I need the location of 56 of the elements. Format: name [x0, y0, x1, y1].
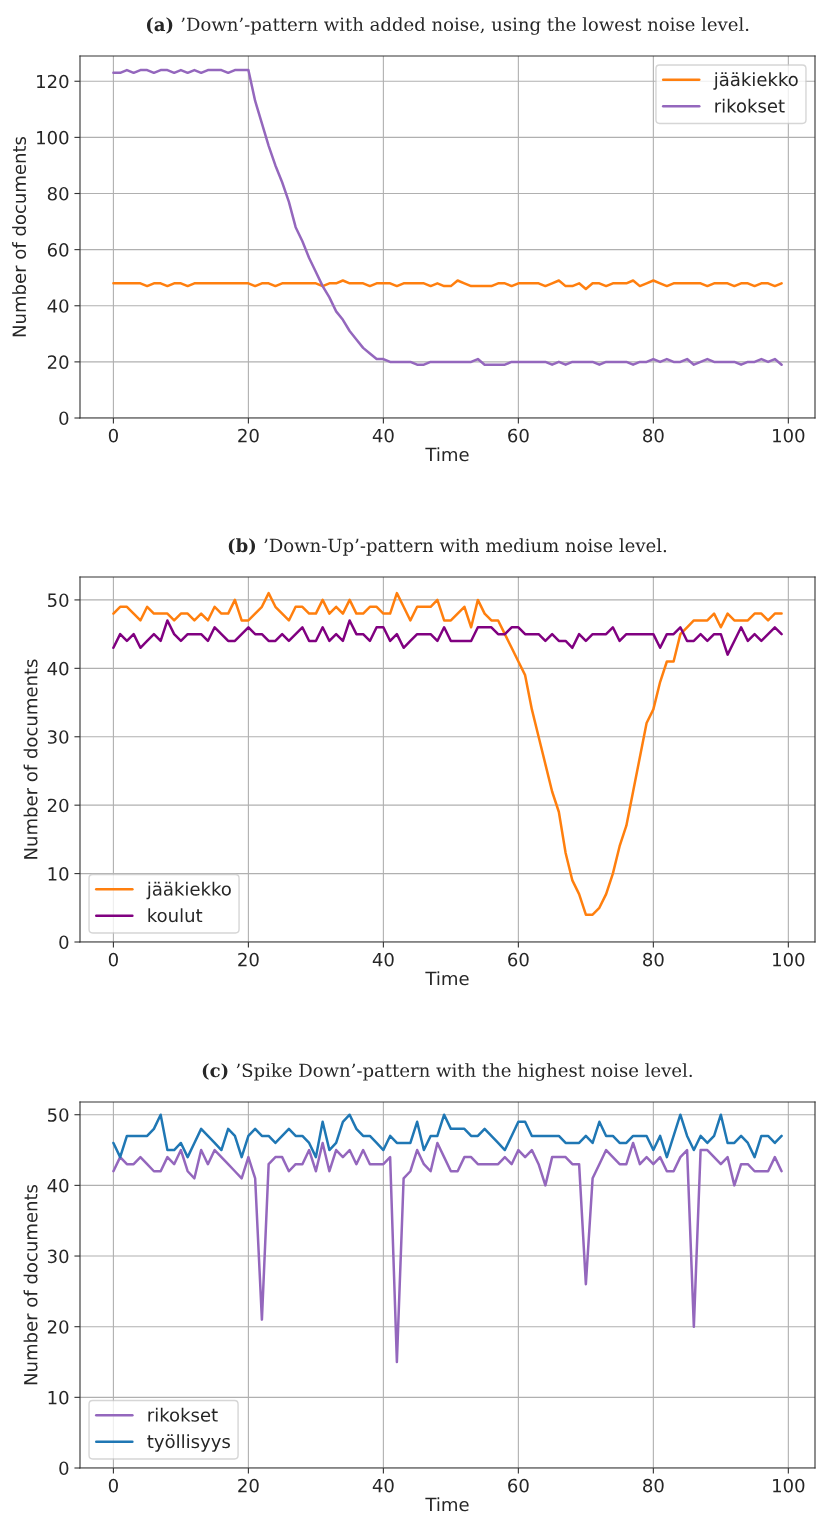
legend-label: koulut: [148, 908, 203, 923]
x-tick-label: 40: [372, 428, 394, 443]
y-tick-label: 0: [59, 935, 69, 950]
x-tick-label: 60: [508, 1478, 529, 1493]
y-tick-label: 100: [37, 130, 69, 145]
x-tick-label: 60: [508, 952, 529, 967]
y-tick-label: 120: [37, 74, 69, 89]
y-tick-label: 60: [47, 243, 69, 257]
y-tick-label: 20: [47, 798, 69, 813]
y-tick-label: 0: [59, 411, 69, 426]
y-axis-title: Number of documents: [12, 136, 27, 337]
x-tick-label: 100: [773, 428, 805, 443]
y-tick-label: 20: [47, 1320, 69, 1334]
line-series: [112, 619, 783, 656]
legend-label: rikokset: [148, 1407, 218, 1422]
line-series: [112, 279, 783, 291]
x-tick-label: 80: [643, 952, 664, 967]
chart-title: (b) ’Down-Up’-pattern with medium noise level.: [228, 538, 667, 556]
legend-label: rikokset: [715, 98, 785, 113]
x-tick-label: 40: [372, 1478, 394, 1493]
legend-label: jääkiekko: [146, 881, 231, 900]
y-tick-label: 10: [48, 1390, 69, 1405]
y-tick-label: 30: [47, 1249, 69, 1264]
y-axis-title: Number of documents: [23, 1184, 38, 1385]
chart-title: (a) ’Down’-pattern with added noise, using the lowest noise level.: [146, 17, 749, 35]
y-tick-label: 80: [47, 186, 69, 201]
y-tick-label: 50: [48, 1108, 69, 1122]
y-tick-label: 0: [59, 1461, 69, 1476]
line-series: [112, 1141, 783, 1364]
x-tick-label: 20: [238, 1478, 259, 1493]
legend-label: työllisyys: [147, 1434, 230, 1452]
y-tick-label: 10: [48, 867, 69, 881]
x-tick-label: 60: [508, 428, 529, 443]
x-tick-label: 40: [372, 952, 394, 967]
x-tick-label: 20: [238, 428, 259, 443]
x-axis-title: Time: [425, 447, 469, 462]
x-axis-title: Time: [425, 1497, 469, 1512]
x-axis-title: Time: [425, 971, 469, 986]
y-axis-title: Number of documents: [23, 659, 38, 859]
y-tick-label: 40: [47, 1178, 69, 1193]
x-tick-label: 0: [108, 1478, 118, 1493]
x-tick-label: 0: [108, 952, 118, 967]
x-tick-label: 20: [238, 952, 259, 967]
x-tick-label: 100: [773, 952, 805, 967]
y-tick-label: 50: [48, 593, 69, 608]
line-series: [112, 1113, 783, 1159]
chart-title: (c) ’Spike Down’-pattern with the highest noise level.: [202, 1063, 692, 1081]
x-tick-label: 80: [643, 1478, 664, 1493]
x-tick-label: 80: [643, 428, 664, 443]
y-tick-label: 40: [47, 661, 69, 676]
y-tick-label: 30: [47, 730, 69, 744]
y-tick-label: 40: [47, 299, 69, 313]
x-tick-label: 0: [108, 428, 118, 443]
y-tick-label: 20: [47, 355, 69, 369]
x-tick-label: 100: [773, 1478, 805, 1493]
legend-label: jääkiekko: [713, 72, 798, 90]
